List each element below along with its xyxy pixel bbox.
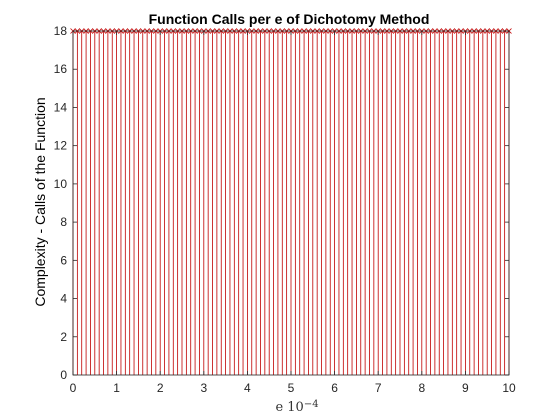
y-tick-label: 16	[54, 62, 68, 76]
y-tick-label: 2	[60, 330, 67, 344]
x-tick-label: 9	[462, 381, 469, 395]
x-tick-label: 10	[502, 381, 516, 395]
y-axis-ticks: 0 2 4 6 8 10 12 14 16 18	[54, 24, 509, 382]
x-axis-label: e 10−4	[275, 399, 318, 415]
chart-title: Function Calls per e of Dichotomy Method	[149, 11, 430, 27]
y-tick-label: 8	[60, 215, 67, 229]
y-tick-label: 14	[54, 100, 68, 114]
y-tick-label: 10	[54, 177, 68, 191]
x-axis-label-base: e 10	[275, 400, 303, 415]
y-axis-label: Complexity - Calls of the Function	[32, 97, 48, 306]
stem-series	[70, 28, 512, 375]
x-tick-label: 5	[288, 381, 295, 395]
x-tick-label: 2	[157, 381, 164, 395]
y-tick-label: 12	[54, 139, 68, 153]
x-tick-label: 3	[200, 381, 207, 395]
x-tick-label: 4	[244, 381, 251, 395]
x-tick-label: 0	[70, 381, 77, 395]
y-tick-label: 18	[54, 24, 68, 38]
y-tick-label: 0	[60, 368, 67, 382]
x-axis-label-exponent: −4	[304, 399, 319, 410]
y-tick-label: 6	[60, 253, 67, 267]
x-tick-label: 1	[113, 381, 120, 395]
y-tick-label: 4	[60, 292, 67, 306]
x-tick-label: 6	[331, 381, 338, 395]
x-tick-label: 7	[375, 381, 382, 395]
x-tick-label: 8	[418, 381, 425, 395]
x-axis-ticks: 0 1 2 3 4 5 6 7 8 9 10	[70, 31, 516, 395]
